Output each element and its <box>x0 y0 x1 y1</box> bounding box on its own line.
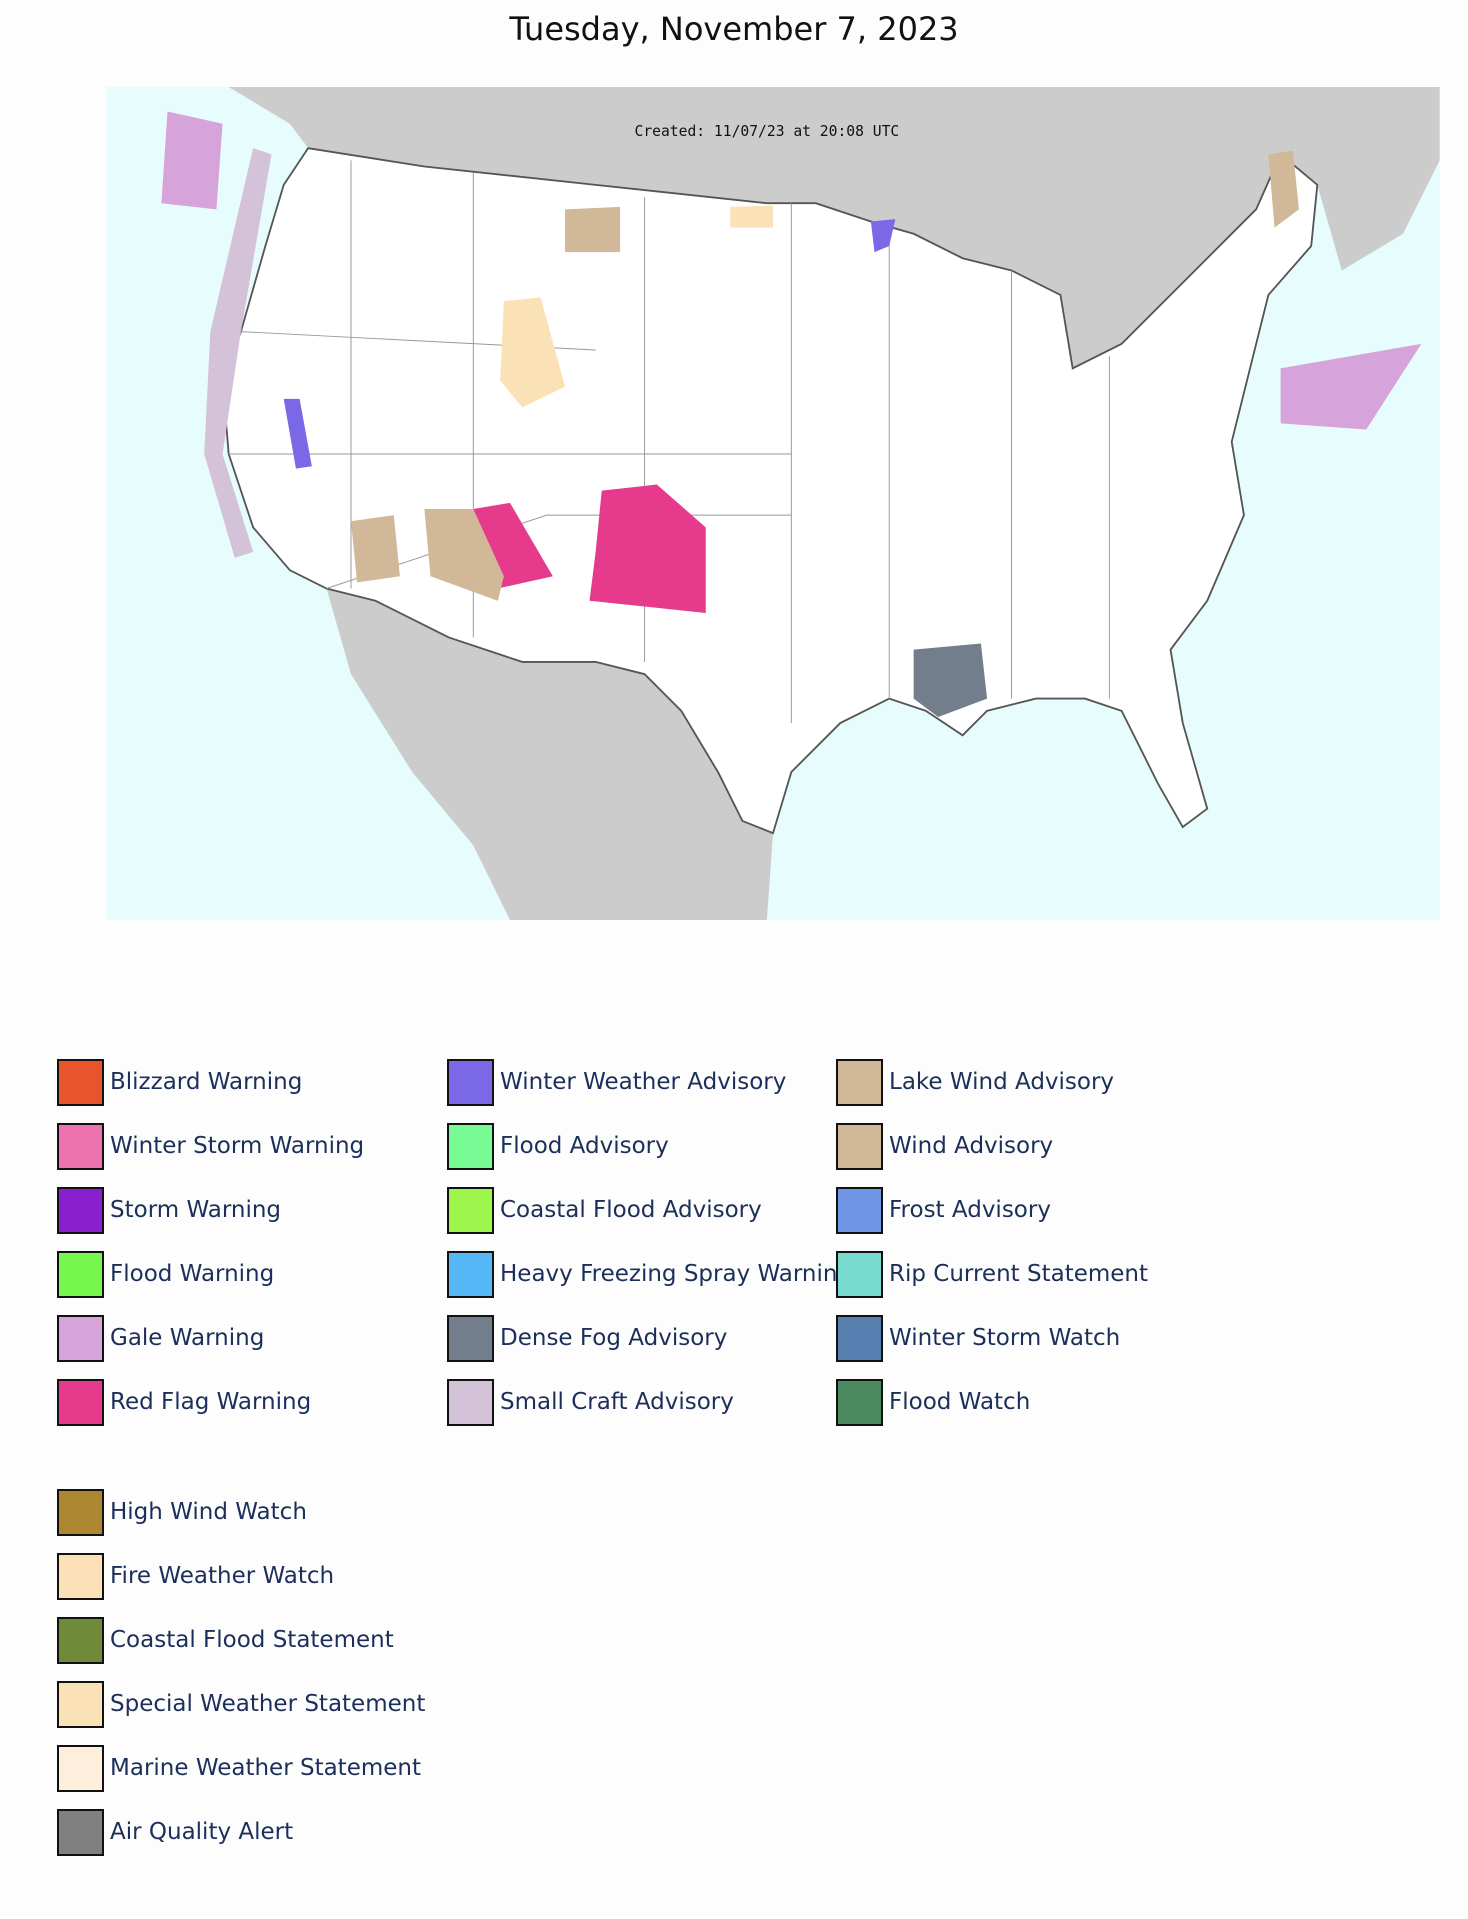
legend-label: High Wind Watch <box>110 1499 307 1525</box>
legend-swatch <box>57 1808 104 1856</box>
wind-advisory-area <box>350 515 400 583</box>
state-lines <box>228 160 1110 724</box>
legend-item: Heavy Freezing Spray Warning <box>447 1242 852 1306</box>
legend-swatch <box>447 1186 494 1234</box>
legend-label: Flood Warning <box>110 1261 275 1287</box>
wind-advisory-area <box>565 206 621 253</box>
legend-item: Dense Fog Advisory <box>447 1306 852 1370</box>
legend-item: Gale Warning <box>57 1306 364 1370</box>
legend-swatch <box>57 1314 104 1362</box>
legend-swatch <box>447 1378 494 1426</box>
gale-warning-area <box>1280 343 1422 430</box>
legend-item: High Wind Watch <box>57 1480 425 1544</box>
legend-label: Wind Advisory <box>889 1133 1054 1159</box>
legend-item: Marine Weather Statement <box>57 1736 425 1800</box>
legend-label: Marine Weather Statement <box>110 1755 422 1781</box>
small-craft-area <box>204 148 272 558</box>
legend-swatch <box>57 1744 104 1792</box>
legend-swatch <box>836 1186 883 1234</box>
legend-item: Winter Weather Advisory <box>447 1050 852 1114</box>
legend-label: Flood Watch <box>889 1389 1031 1415</box>
legend-label: Coastal Flood Advisory <box>500 1197 762 1223</box>
special-weather-area <box>500 297 566 408</box>
legend-item: Blizzard Warning <box>57 1050 364 1114</box>
dense-fog-area <box>913 643 988 717</box>
wind-advisory-area <box>1268 150 1299 228</box>
legend-swatch <box>447 1122 494 1170</box>
legend-item: Flood Warning <box>57 1242 364 1306</box>
special-weather-area <box>730 205 773 228</box>
legend-swatch <box>836 1058 883 1106</box>
legend-label: Blizzard Warning <box>110 1069 303 1095</box>
mexico <box>326 588 773 920</box>
legend-label: Gale Warning <box>110 1325 265 1351</box>
legend-swatch <box>447 1058 494 1106</box>
legend-label: Dense Fog Advisory <box>500 1325 728 1351</box>
legend-column: Lake Wind Advisory Wind Advisory Frost Adv… <box>836 1050 1148 1434</box>
canada <box>106 87 1440 369</box>
legend-item: Wind Advisory <box>836 1114 1148 1178</box>
legend-swatch <box>447 1250 494 1298</box>
legend-label: Air Quality Alert <box>110 1819 294 1845</box>
legend-label: Small Craft Advisory <box>500 1389 734 1415</box>
legend-item: Flood Watch <box>836 1370 1148 1434</box>
legend-item: Special Weather Statement <box>57 1672 425 1736</box>
legend-swatch <box>57 1552 104 1600</box>
legend-label: Coastal Flood Statement <box>110 1627 394 1653</box>
legend-swatch <box>836 1314 883 1362</box>
legend-item: Small Craft Advisory <box>447 1370 852 1434</box>
legend-label: Red Flag Warning <box>110 1389 312 1415</box>
legend-label: Winter Storm Watch <box>889 1325 1121 1351</box>
legend-item: Red Flag Warning <box>57 1370 364 1434</box>
winter-weather-area <box>870 219 896 253</box>
legend-swatch <box>57 1488 104 1536</box>
legend-swatch <box>836 1122 883 1170</box>
legend-label: Lake Wind Advisory <box>889 1069 1115 1095</box>
created-label: Created: 11/07/23 at 20:08 UTC <box>635 123 900 140</box>
legend-label: Fire Weather Watch <box>110 1563 335 1589</box>
united-states <box>221 147 1319 835</box>
legend-item: Coastal Flood Advisory <box>447 1178 852 1242</box>
legend-item: Winter Storm Watch <box>836 1306 1148 1370</box>
legend-label: Winter Weather Advisory <box>500 1069 787 1095</box>
legend-swatch <box>836 1378 883 1426</box>
legend-label: Heavy Freezing Spray Warning <box>500 1261 853 1287</box>
legend-item: Storm Warning <box>57 1178 364 1242</box>
legend-swatch <box>447 1314 494 1362</box>
legend-label: Winter Storm Warning <box>110 1133 365 1159</box>
legend-label: Frost Advisory <box>889 1197 1051 1223</box>
legend-swatch <box>57 1378 104 1426</box>
page-title: Tuesday, November 7, 2023 <box>509 10 959 48</box>
legend-item: Flood Advisory <box>447 1114 852 1178</box>
legend-item: Air Quality Alert <box>57 1800 425 1864</box>
legend-item: Lake Wind Advisory <box>836 1050 1148 1114</box>
legend-label: Flood Advisory <box>500 1133 669 1159</box>
legend-label: Special Weather Statement <box>110 1691 426 1717</box>
red-flag-area <box>589 484 706 613</box>
legend-swatch <box>57 1058 104 1106</box>
legend-swatch <box>836 1250 883 1298</box>
winter-weather-area <box>283 398 312 469</box>
hazard-map: Created: 11/07/23 at 20:08 UTC <box>106 87 1440 920</box>
legend-item: Fire Weather Watch <box>57 1544 425 1608</box>
legend-swatch <box>57 1250 104 1298</box>
legend-swatch <box>57 1680 104 1728</box>
legend-item: Rip Current Statement <box>836 1242 1148 1306</box>
wind-advisory-area <box>424 509 504 601</box>
legend-label: Storm Warning <box>110 1197 282 1223</box>
legend-column: Blizzard Warning Winter Storm Warning Stor… <box>57 1050 364 1434</box>
legend-item: Winter Storm Warning <box>57 1114 364 1178</box>
legend-column: Winter Weather Advisory Flood Advisory Coa… <box>447 1050 852 1434</box>
gale-warning-area <box>161 111 223 210</box>
legend-item: Frost Advisory <box>836 1178 1148 1242</box>
legend-column: High Wind Watch Fire Weather Watch Coastal… <box>57 1480 425 1864</box>
legend-swatch <box>57 1122 104 1170</box>
legend-swatch <box>57 1186 104 1234</box>
legend-item: Coastal Flood Statement <box>57 1608 425 1672</box>
legend-label: Rip Current Statement <box>889 1261 1149 1287</box>
legend-swatch <box>57 1616 104 1664</box>
